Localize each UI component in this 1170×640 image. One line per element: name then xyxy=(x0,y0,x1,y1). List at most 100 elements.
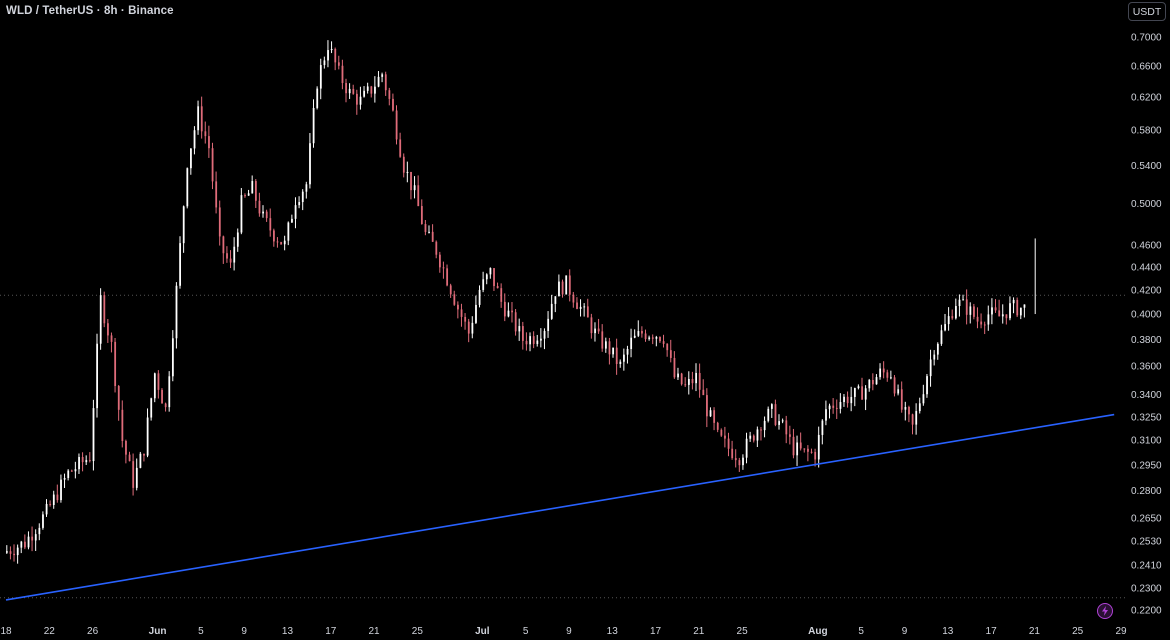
x-tick-label: 25 xyxy=(1072,626,1084,637)
candle-body xyxy=(803,448,806,450)
candle-body xyxy=(352,88,355,94)
candle-body xyxy=(478,289,481,305)
candle-body xyxy=(821,420,824,435)
candle-body xyxy=(817,434,820,460)
candle-body xyxy=(395,110,398,140)
y-tick-label: 0.7000 xyxy=(1131,33,1162,44)
candle-body xyxy=(424,224,427,232)
candle-body xyxy=(503,301,506,317)
y-tick-label: 0.3250 xyxy=(1131,412,1162,423)
x-tick-label: 17 xyxy=(325,626,337,637)
candle-body xyxy=(626,349,629,355)
candle-body xyxy=(955,306,957,319)
candle-body xyxy=(951,316,954,319)
candle-body xyxy=(709,410,712,417)
candle-body xyxy=(597,328,600,332)
candle-body xyxy=(74,469,77,472)
candle-body xyxy=(370,86,373,94)
candle-body xyxy=(1016,299,1019,316)
candle-body xyxy=(229,258,232,263)
candle-body xyxy=(435,241,438,255)
y-tick-label: 0.2300 xyxy=(1131,583,1162,594)
candle-body xyxy=(453,294,456,305)
candle-body xyxy=(716,422,719,430)
candle-body xyxy=(287,222,290,241)
candle-body xyxy=(291,218,293,223)
candle-body xyxy=(247,193,250,196)
candle-body xyxy=(980,321,983,325)
candle-body xyxy=(742,457,744,466)
candle-body xyxy=(24,541,26,548)
x-tick-label: 25 xyxy=(737,626,749,637)
candle-body xyxy=(641,331,643,334)
candle-body xyxy=(962,299,965,301)
candle-body xyxy=(215,181,218,208)
candle-body xyxy=(49,503,52,505)
candle-body xyxy=(550,303,553,319)
candle-body xyxy=(810,451,813,453)
lightning-icon[interactable] xyxy=(1097,603,1113,619)
candle-body xyxy=(254,181,257,201)
candle-body xyxy=(236,232,239,247)
candle-body xyxy=(828,405,831,410)
candle-body xyxy=(850,396,853,404)
candle-body xyxy=(752,435,755,441)
candle-body xyxy=(734,458,737,461)
candle-body xyxy=(893,377,896,394)
y-tick-label: 0.4600 xyxy=(1131,240,1162,251)
candle-body xyxy=(464,316,467,322)
candle-body xyxy=(197,106,200,131)
candle-body xyxy=(200,106,203,132)
candle-body xyxy=(774,404,777,425)
candle-body xyxy=(273,230,275,242)
candle-body xyxy=(983,324,986,326)
candle-body xyxy=(900,389,903,410)
candle-body xyxy=(864,388,867,400)
candle-body xyxy=(428,231,430,233)
candle-body xyxy=(153,373,156,399)
candle-body xyxy=(583,306,586,308)
x-tick-label: Jun xyxy=(149,626,167,637)
candle-body xyxy=(875,377,878,385)
candle-body xyxy=(489,268,492,275)
x-tick-label: 13 xyxy=(282,626,294,637)
candle-body xyxy=(958,299,961,307)
candle-body xyxy=(244,195,246,197)
candle-body xyxy=(529,336,532,345)
candle-body xyxy=(305,184,308,192)
candle-body xyxy=(121,409,124,441)
candle-body xyxy=(745,438,748,458)
candle-body xyxy=(886,372,889,378)
candle-body xyxy=(770,404,773,409)
candle-body xyxy=(366,86,369,91)
y-tick-label: 0.2800 xyxy=(1131,486,1162,497)
candle-body xyxy=(467,321,470,334)
candle-body xyxy=(485,274,488,280)
candle-body xyxy=(911,414,914,425)
candle-body xyxy=(99,295,102,344)
currency-button[interactable]: USDT xyxy=(1128,2,1166,21)
candle-body xyxy=(568,275,571,295)
candle-body xyxy=(125,440,127,455)
candle-body xyxy=(139,453,142,468)
candle-body xyxy=(348,88,351,94)
x-tick-label: 13 xyxy=(942,626,954,637)
candle-body xyxy=(233,246,236,263)
candle-body xyxy=(399,139,402,157)
x-tick-label: 18 xyxy=(0,626,12,637)
candle-body xyxy=(377,76,380,87)
candle-body xyxy=(825,409,827,421)
candle-body xyxy=(590,317,593,334)
candle-body xyxy=(356,93,358,105)
y-tick-label: 0.2650 xyxy=(1131,513,1162,524)
candle-body xyxy=(936,343,939,355)
candle-body xyxy=(698,372,701,390)
candle-body xyxy=(706,395,708,417)
candle-body xyxy=(45,503,48,515)
candle-body xyxy=(839,402,842,409)
candle-body xyxy=(973,306,975,317)
candle-body xyxy=(276,241,279,243)
candle-body xyxy=(633,335,636,338)
candle-body xyxy=(644,333,647,340)
